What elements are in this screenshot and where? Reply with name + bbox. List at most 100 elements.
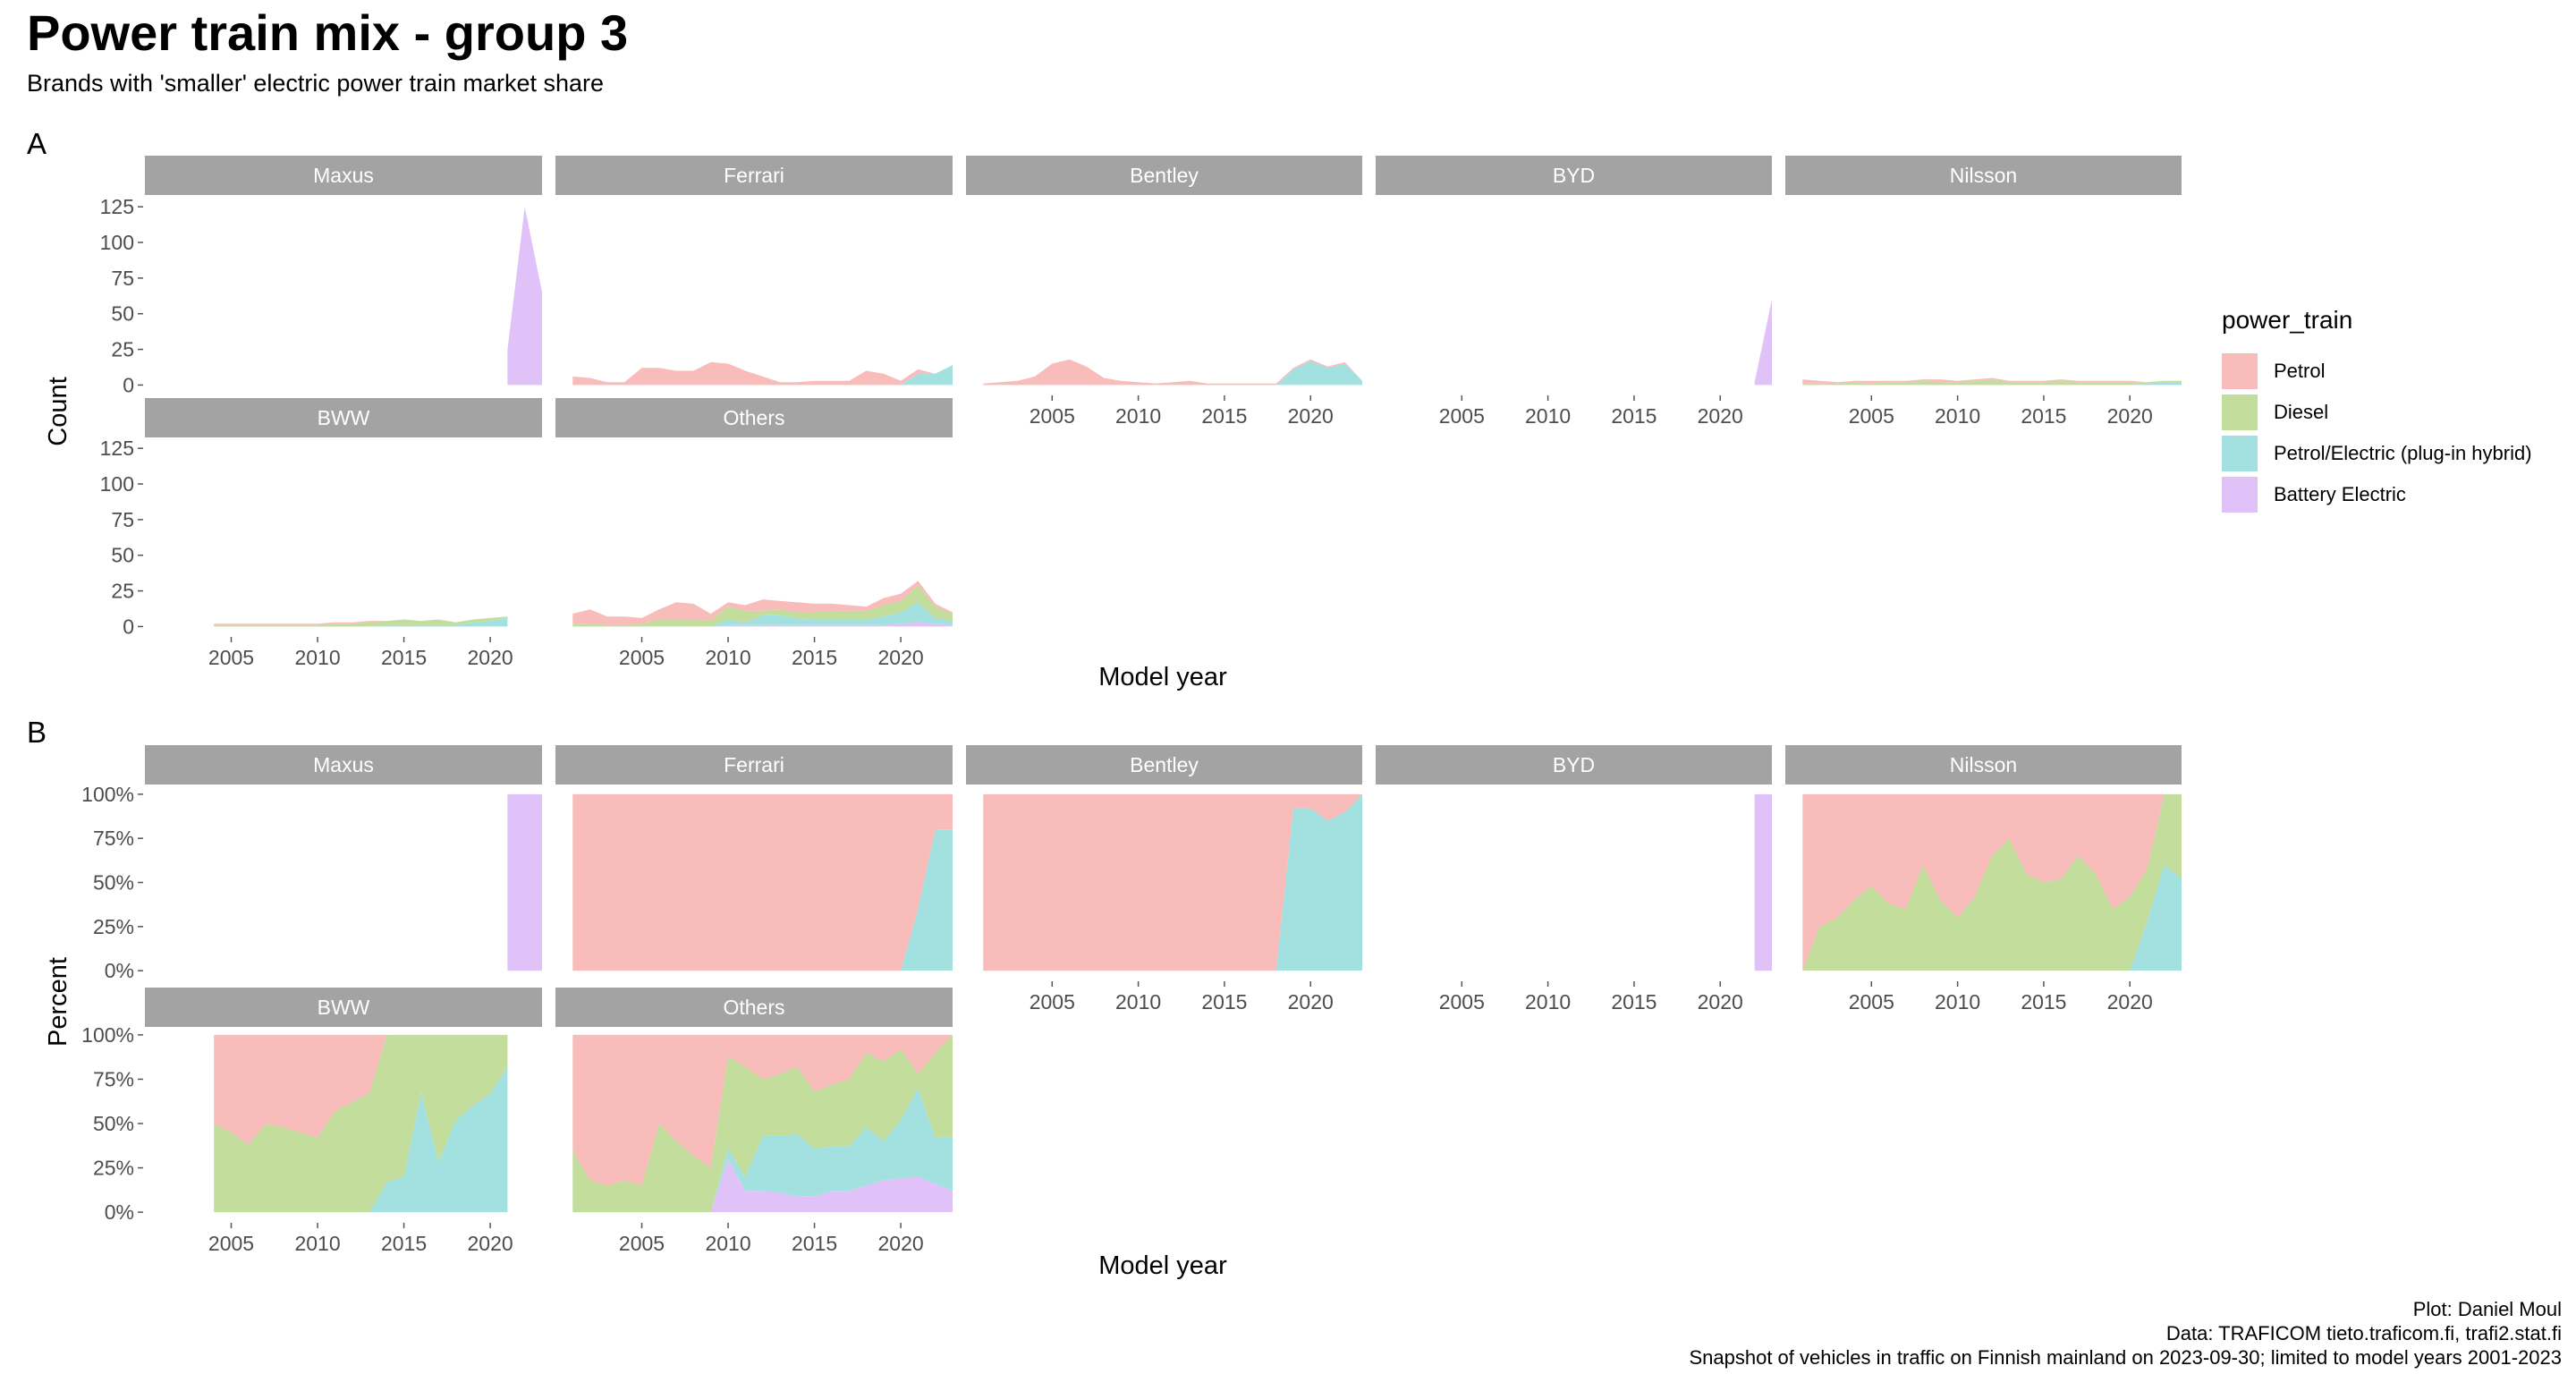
panel-b-bentley-area-petrol [983, 793, 1362, 971]
panel-a-maxus-ytick-label-4: 100 [100, 231, 134, 254]
panel-b-bww-xtick-label-1: 2010 [294, 1232, 340, 1255]
panel-b-others-area-petrol-electric-plug-in-hybrid [572, 1088, 953, 1213]
panel-a-others-xtick-label-3: 2020 [878, 646, 924, 669]
caption: Plot: Daniel Moul Data: TRAFICOM tieto.t… [1689, 1297, 2562, 1370]
panel-a-nilsson-xtick-label-0: 2005 [1849, 404, 1894, 428]
panel-a-byd-area-battery-electric [1754, 299, 1772, 386]
panel-a-byd-xtick-label-1: 2010 [1525, 404, 1571, 428]
panel-a-nilsson-strip [1785, 156, 2182, 195]
panel-b-others-area-diesel [572, 1034, 953, 1213]
panel-b-bentley-strip-label: Bentley [1130, 753, 1199, 776]
panel-a-others-area-diesel [572, 585, 953, 627]
panel-b-bww-ytick-label-0: 0% [105, 1200, 134, 1224]
panel-a-byd-strip-label: BYD [1553, 164, 1595, 187]
panel-b-byd-xtick-label-0: 2005 [1439, 990, 1485, 1014]
panel-a-others-strip-label: Others [723, 406, 784, 429]
caption-line-data: Data: TRAFICOM tieto.traficom.fi, trafi2… [2165, 1322, 2562, 1344]
panel-b-ferrari-strip [555, 745, 953, 785]
panel-a-bww-area-petrol [214, 616, 508, 625]
caption-line-plot: Plot: Daniel Moul [2412, 1298, 2562, 1320]
panel-a-maxus-ytick-label-5: 125 [100, 195, 134, 218]
panel-b-maxus-strip-label: Maxus [313, 753, 374, 776]
panel-b-others-strip-label: Others [723, 996, 784, 1019]
legend-item-battery-electric: Battery Electric [2222, 474, 2532, 515]
legend-label-battery-electric: Battery Electric [2274, 483, 2406, 505]
panel-a-bww-xtick-label-0: 2005 [208, 646, 254, 669]
panel-b-byd-xtick-label-2: 2015 [1611, 990, 1657, 1014]
legend-swatch-plug-in-hybrid [2222, 436, 2258, 471]
legend-item-diesel: Diesel [2222, 392, 2532, 433]
panel-a-maxus-ytick-label-1: 25 [111, 338, 134, 361]
panel-b-bww-area-petrol [214, 1034, 508, 1145]
panel-b-nilsson-area-diesel [1802, 793, 2182, 971]
panel-b-maxus-strip [145, 745, 542, 785]
panel-b-byd-xtick-label-3: 2020 [1698, 990, 1743, 1014]
panel-a-byd-xtick-label-0: 2005 [1439, 404, 1485, 428]
panel-a-others-area-petrol [572, 581, 953, 625]
legend-item-petrol: Petrol [2222, 351, 2532, 392]
panel-b-nilsson-xtick-label-1: 2010 [1935, 990, 1980, 1014]
panel-a-bentley-strip-label: Bentley [1130, 164, 1199, 187]
panel-b-bww-xtick-label-2: 2015 [381, 1232, 427, 1255]
panel-a-bentley-xtick-label-0: 2005 [1030, 404, 1075, 428]
panel-b-bww-ytick-label-2: 50% [93, 1112, 134, 1135]
panel-a-bentley-strip [966, 156, 1362, 195]
panel-b-byd-xtick-label-1: 2010 [1525, 990, 1571, 1014]
panel-b-bentley-xtick-label-1: 2010 [1115, 990, 1161, 1014]
panel-b-maxus-area-battery-electric [507, 793, 542, 971]
caption-line-snapshot: Snapshot of vehicles in traffic on Finni… [1689, 1346, 2562, 1369]
panel-b-nilsson-area-petrol-electric-plug-in-hybrid [1802, 864, 2182, 971]
panel-b-bentley-xtick-label-0: 2005 [1030, 990, 1075, 1014]
panel-a-bentley-area-petrol [983, 359, 1362, 386]
panel-a-bww-ytick-label-3: 75 [111, 508, 134, 531]
panel-a-yaxis-title: Count [44, 377, 72, 445]
panel-b-maxus-ytick-label-3: 75% [93, 827, 134, 850]
panel-a-maxus-strip [145, 156, 542, 195]
panel-a-others-xtick-label-0: 2005 [619, 646, 665, 669]
panel-a-bww-area-petrol-electric-plug-in-hybrid [214, 617, 508, 627]
legend-label-petrol: Petrol [2274, 360, 2326, 382]
panel-a-nilsson-xtick-label-1: 2010 [1935, 404, 1980, 428]
panel-a-bww-xtick-label-3: 2020 [468, 646, 513, 669]
panel-a-tag: A [27, 127, 47, 160]
panel-a-maxus-area-battery-electric [507, 207, 542, 386]
panel-a-byd-xtick-label-3: 2020 [1698, 404, 1743, 428]
panel-a-bww-ytick-label-2: 50 [111, 544, 134, 567]
panel-a-nilsson-area-petrol [1802, 377, 2182, 384]
panel-a-others-area-petrol-electric-plug-in-hybrid [572, 602, 953, 627]
legend-swatch-petrol [2222, 353, 2258, 389]
legend-swatch-battery-electric [2222, 477, 2258, 513]
panel-a-bentley-xtick-label-2: 2015 [1201, 404, 1247, 428]
panel-a-nilsson-xtick-label-3: 2020 [2107, 404, 2153, 428]
panel-b-others-xtick-label-2: 2015 [792, 1232, 837, 1255]
panel-a-xaxis-title: Model year [1098, 663, 1227, 691]
panel-a-others-xtick-label-1: 2010 [705, 646, 750, 669]
legend-swatch-diesel [2222, 394, 2258, 430]
panel-a-byd-strip [1376, 156, 1772, 195]
panel-a-bww-xtick-label-1: 2010 [294, 646, 340, 669]
panel-b-others-area-battery-electric [572, 1158, 953, 1213]
panel-b-maxus-ytick-label-1: 25% [93, 915, 134, 938]
panel-b-nilsson-area-petrol [1802, 793, 2182, 971]
panel-b-bww-xtick-label-3: 2020 [468, 1232, 513, 1255]
panel-b-bww-strip-label: BWW [318, 996, 370, 1019]
panel-b-ferrari-area-petrol-electric-plug-in-hybrid [572, 829, 953, 971]
panel-a-maxus-ytick-label-2: 50 [111, 302, 134, 326]
panel-b-nilsson-xtick-label-0: 2005 [1849, 990, 1894, 1014]
panel-b-maxus-ytick-label-2: 50% [93, 871, 134, 895]
panel-b-others-xtick-label-1: 2010 [705, 1232, 750, 1255]
panel-b-bentley-xtick-label-2: 2015 [1201, 990, 1247, 1014]
panel-b-bww-area-petrol-electric-plug-in-hybrid [214, 1066, 508, 1213]
panel-a-byd-xtick-label-2: 2015 [1611, 404, 1657, 428]
panel-a-nilsson-strip-label: Nilsson [1950, 164, 2017, 187]
panel-b-bentley-strip [966, 745, 1362, 785]
panel-b-others-area-petrol [572, 1034, 953, 1186]
panel-b-others-xtick-label-0: 2005 [619, 1232, 665, 1255]
panel-b-nilsson-xtick-label-2: 2015 [2021, 990, 2066, 1014]
panel-a-maxus-ytick-label-0: 0 [123, 373, 134, 396]
chart-title: Power train mix - group 3 [27, 4, 629, 61]
legend-label-diesel: Diesel [2274, 401, 2329, 423]
chart-subtitle: Brands with 'smaller' electric power tra… [27, 70, 605, 97]
panel-b-bentley-area-petrol-electric-plug-in-hybrid [983, 793, 1362, 971]
